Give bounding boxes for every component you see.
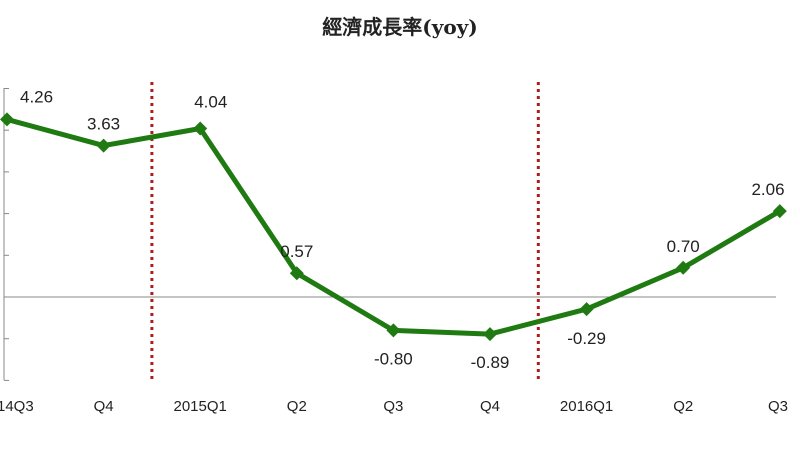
data-point-marker xyxy=(0,112,14,127)
x-tick-label: Q3 xyxy=(383,398,403,415)
data-point-marker xyxy=(772,204,787,219)
x-tick-label: Q2 xyxy=(287,398,307,415)
x-tick-label: 2016Q1 xyxy=(560,398,613,415)
x-tick-label: Q3 xyxy=(768,398,788,415)
data-label: 0.70 xyxy=(667,237,700,256)
x-tick-label: 14Q3 xyxy=(0,398,34,415)
x-tick-labels: 14Q3 Q4 2015Q1 Q2 Q3 Q4 2016Q1 Q2 Q3 xyxy=(0,398,788,415)
data-labels: 4.26 3.63 4.04 0.57 -0.80 -0.89 -0.29 0.70 2.06 xyxy=(20,87,785,372)
markers xyxy=(0,112,787,342)
data-label: 4.26 xyxy=(20,87,53,106)
data-label: 0.57 xyxy=(280,242,313,261)
data-point-marker xyxy=(289,266,304,281)
data-point-marker xyxy=(676,260,691,275)
data-label: 2.06 xyxy=(751,180,784,199)
chart-title: 經濟成長率(yoy) xyxy=(322,15,478,39)
data-label: -0.89 xyxy=(471,353,510,372)
data-point-marker xyxy=(386,323,401,338)
x-tick-label: Q2 xyxy=(673,398,693,415)
axes xyxy=(3,88,776,381)
year-separators xyxy=(150,82,540,381)
series-line xyxy=(4,116,783,337)
data-point-marker xyxy=(193,121,208,136)
x-tick-label: 2015Q1 xyxy=(174,398,227,415)
data-label: -0.80 xyxy=(374,349,413,368)
data-point-marker xyxy=(579,302,594,317)
x-tick-label: Q4 xyxy=(94,398,114,415)
data-label: 3.63 xyxy=(87,115,120,134)
data-point-marker xyxy=(483,327,497,342)
series-layer xyxy=(4,116,783,337)
data-label: -0.29 xyxy=(567,329,606,348)
data-label: 4.04 xyxy=(194,93,227,112)
data-point-marker xyxy=(96,138,111,153)
x-tick-label: Q4 xyxy=(480,398,500,415)
